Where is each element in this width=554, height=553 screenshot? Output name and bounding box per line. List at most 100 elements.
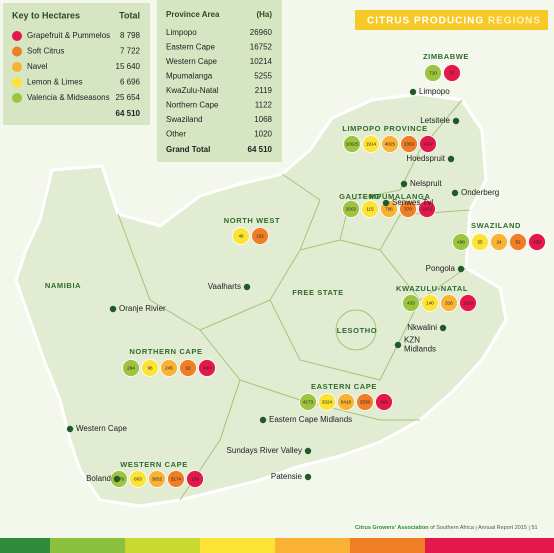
circle-value: 433 bbox=[407, 301, 415, 306]
value-circle bbox=[400, 135, 418, 153]
value-circle bbox=[122, 359, 140, 377]
circle-value: 3852 bbox=[152, 477, 163, 482]
key-swatch bbox=[12, 62, 22, 72]
place-name: KZN bbox=[404, 336, 420, 345]
header-title-accent: REGIONS bbox=[488, 15, 541, 26]
province-name: Swaziland bbox=[166, 115, 202, 124]
place-dot bbox=[109, 305, 117, 313]
region-name: NORTH WEST bbox=[224, 216, 280, 225]
footer: Citrus Growers' Association of Southern … bbox=[355, 525, 538, 531]
circle-value: 4025 bbox=[385, 142, 396, 147]
footer-stripes bbox=[0, 538, 554, 553]
value-circle bbox=[356, 393, 374, 411]
place-name: Boland bbox=[86, 474, 111, 483]
header-title-main: CITRUS PRODUCING bbox=[367, 15, 484, 26]
circle-value: 52 bbox=[515, 240, 521, 245]
place-dot bbox=[394, 341, 402, 349]
region-name: FREE STATE bbox=[292, 288, 344, 297]
value-circle bbox=[362, 135, 380, 153]
circle-value: 3324 bbox=[322, 400, 333, 405]
value-circle bbox=[129, 470, 147, 488]
stripe bbox=[425, 538, 554, 553]
circle-value: 284 bbox=[127, 366, 135, 371]
province-borders bbox=[117, 99, 471, 501]
key-value: 25 654 bbox=[116, 93, 141, 102]
key-label: Lemon & Limes bbox=[27, 78, 83, 87]
place-name: Limpopo bbox=[419, 87, 450, 96]
value-circle bbox=[148, 470, 166, 488]
key-value: 6 696 bbox=[120, 78, 141, 87]
province-value: 1020 bbox=[254, 130, 272, 139]
value-circle bbox=[361, 200, 379, 218]
value-circle bbox=[419, 135, 437, 153]
stripe bbox=[350, 538, 425, 553]
header-title: CITRUS PRODUCING REGIONS bbox=[367, 15, 541, 26]
region-name: LESOTHO bbox=[337, 326, 377, 335]
circle-value: 1353 bbox=[404, 142, 415, 147]
value-circle bbox=[342, 200, 360, 218]
value-circle bbox=[318, 393, 336, 411]
province-value: 26960 bbox=[250, 28, 273, 37]
place-name: Western Cape bbox=[76, 424, 128, 433]
region-name: GAUTENG bbox=[339, 192, 381, 201]
place-dot bbox=[304, 473, 312, 481]
footer-report: Annual Report 2015 bbox=[478, 525, 527, 531]
place-dot bbox=[304, 447, 312, 455]
value-circle bbox=[402, 294, 420, 312]
stripe bbox=[200, 538, 275, 553]
place-name: Eastern Cape Midlands bbox=[269, 415, 352, 424]
key-value: 7 722 bbox=[120, 47, 141, 56]
value-circle bbox=[490, 233, 508, 251]
place-name: Oranje Rivier bbox=[119, 304, 166, 313]
value-circle bbox=[471, 233, 489, 251]
header-banner bbox=[355, 10, 548, 30]
province-name: Northern Cape bbox=[166, 101, 219, 110]
circle-value: 1914 bbox=[366, 142, 377, 147]
place-name: Nkwalini bbox=[407, 323, 437, 332]
value-circle bbox=[251, 227, 269, 245]
place-name: Senwes Tvl bbox=[392, 198, 433, 207]
stripe bbox=[0, 538, 50, 553]
value-circle bbox=[299, 393, 317, 411]
key-value: 15 640 bbox=[116, 62, 141, 71]
place-dot bbox=[409, 88, 417, 96]
key-swatch bbox=[12, 31, 22, 41]
circle-value: 4173 bbox=[303, 400, 314, 405]
place-dot bbox=[243, 283, 251, 291]
circle-value: 1407 bbox=[423, 142, 434, 147]
place-name: Nelspruit bbox=[410, 179, 442, 188]
value-circle bbox=[375, 393, 393, 411]
stripe bbox=[275, 538, 350, 553]
value-circle bbox=[232, 227, 250, 245]
value-circle bbox=[509, 233, 527, 251]
province-value: 16752 bbox=[250, 43, 273, 52]
circle-value: 3174 bbox=[171, 477, 182, 482]
value-circle bbox=[421, 294, 439, 312]
province-value: 10214 bbox=[250, 57, 273, 66]
place-dot bbox=[457, 265, 465, 273]
circle-value: 2002 bbox=[346, 207, 357, 212]
province-panel bbox=[157, 0, 282, 162]
key-label: Valencia & Midseasons bbox=[27, 93, 110, 102]
key-label: Navel bbox=[27, 62, 48, 71]
circle-value: 92 bbox=[185, 366, 191, 371]
circle-value: 301 bbox=[380, 400, 388, 405]
footer-page: 51 bbox=[531, 525, 537, 531]
province-header: Province Area bbox=[166, 10, 220, 19]
region-name: ZIMBABWE bbox=[423, 52, 469, 61]
value-circle bbox=[167, 470, 185, 488]
place-name: Midlands bbox=[404, 345, 436, 354]
circle-value: 98 bbox=[147, 366, 153, 371]
footer-org-sub: of Southern Africa bbox=[430, 525, 475, 531]
place-dot bbox=[447, 155, 455, 163]
circle-value: 140 bbox=[426, 301, 434, 306]
footer-org: Citrus Growers' Association bbox=[355, 525, 429, 531]
value-circle bbox=[337, 393, 355, 411]
place-dot bbox=[259, 416, 267, 424]
circle-value: 498 bbox=[457, 240, 465, 245]
place-dot bbox=[113, 475, 121, 483]
province-name: Mpumalanga bbox=[166, 72, 213, 81]
region-name: EASTERN CAPE bbox=[311, 382, 377, 391]
value-circle bbox=[186, 470, 204, 488]
circle-value: 6416 bbox=[341, 400, 352, 405]
